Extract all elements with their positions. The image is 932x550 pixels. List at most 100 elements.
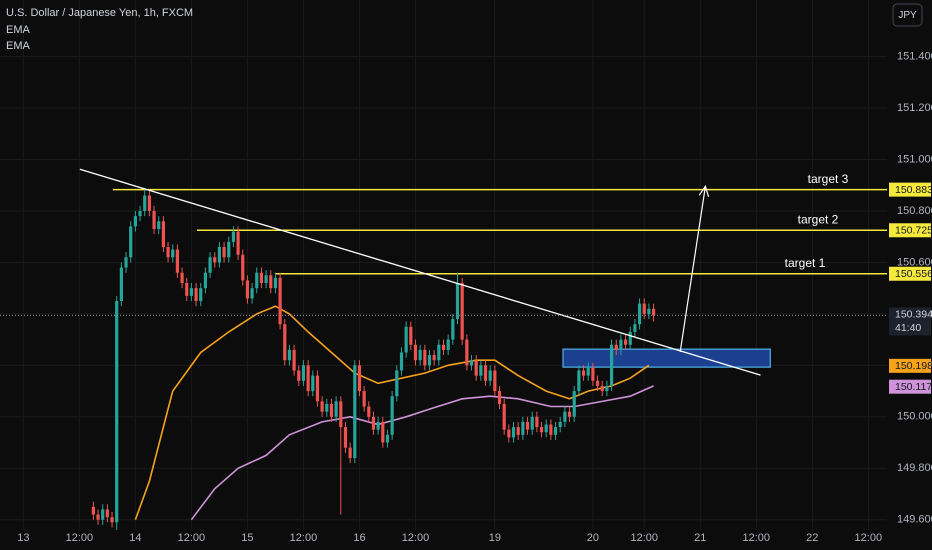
candle-body [203, 272, 208, 289]
last-price-label: 150.394 [895, 309, 932, 321]
candle-body [427, 355, 432, 366]
candle-body [493, 370, 497, 392]
candle-body [334, 401, 338, 417]
candle-body [213, 257, 217, 263]
candle-body [119, 267, 123, 302]
candle-body [381, 421, 385, 443]
candle-body [306, 365, 310, 392]
candle-body [465, 339, 469, 366]
y-tick-label: 150.800 [897, 205, 932, 217]
candle-body [497, 391, 502, 404]
candle-body [101, 509, 105, 520]
candle-body [619, 339, 623, 350]
candle-body [647, 308, 651, 314]
candle-body [390, 396, 394, 435]
candle-body [362, 391, 366, 407]
candle-body [133, 216, 137, 227]
candle-body [115, 301, 119, 523]
candle-body [222, 246, 226, 258]
candle-body [441, 344, 446, 350]
candle-body [511, 427, 516, 438]
candle-body [609, 344, 614, 386]
candle-body [353, 365, 357, 458]
candle-body [371, 416, 376, 430]
candle-body [147, 195, 151, 211]
candle-body [357, 365, 362, 392]
candle-body [577, 370, 581, 392]
candle-body [404, 326, 408, 353]
candle-body [581, 370, 586, 376]
candle-body [628, 331, 632, 345]
candle-body [525, 421, 530, 430]
target-label: target 1 [785, 256, 826, 270]
candle-body [166, 246, 170, 258]
y-tick-label: 151.000 [897, 153, 932, 165]
candle-body [348, 447, 352, 458]
candle-body [418, 349, 422, 361]
x-tick-label: 12:00 [630, 532, 658, 544]
currency-button[interactable] [892, 3, 923, 27]
arrow-shaft [679, 186, 706, 353]
y-tick-label: 151.400 [897, 51, 932, 63]
countdown-label: 41:40 [895, 322, 921, 334]
ema-badge-label: 150.198 [895, 360, 932, 372]
x-tick-label: 12:00 [855, 532, 883, 544]
candle-body [572, 391, 576, 417]
plot [0, 168, 887, 530]
candle-body [171, 249, 175, 258]
x-tick-label: 22 [806, 532, 818, 544]
candle-body [143, 195, 147, 211]
candle-body [278, 277, 282, 325]
candle-body [633, 324, 637, 332]
target-label: target 3 [808, 172, 849, 186]
ema-badge [889, 358, 931, 373]
candle-body [180, 272, 184, 284]
candle-body [245, 280, 250, 299]
candle-body [199, 288, 203, 302]
grid: target 3 target 2 target 1 [0, 0, 887, 530]
candle-body [530, 416, 534, 430]
candle-body [600, 385, 604, 392]
candle-body [138, 210, 142, 217]
candle-body [413, 344, 418, 361]
candle-body [110, 517, 114, 523]
candle-body [642, 303, 646, 314]
candle-body [474, 360, 478, 376]
candle-body [250, 288, 254, 299]
candle-body [651, 308, 656, 316]
ema-line [190, 385, 654, 521]
y-tick-label: 150.600 [897, 256, 932, 268]
candle-body [479, 365, 483, 376]
candle-body [152, 210, 156, 229]
x-tick-label: 12:00 [743, 532, 771, 544]
candle-body [637, 303, 642, 325]
price-badge [889, 223, 931, 238]
candle-body [460, 283, 464, 340]
candle-body [502, 403, 506, 430]
candle-body [217, 246, 222, 263]
target-label: target 2 [798, 212, 839, 226]
candle-body [451, 319, 455, 340]
candle-body [105, 509, 109, 518]
candle-body [157, 221, 161, 229]
candle-body [343, 427, 348, 448]
candle-body [446, 339, 450, 350]
candle-body [287, 349, 292, 361]
arrow-head [698, 184, 710, 197]
currency-label[interactable]: JPY [898, 10, 917, 21]
ema-badge-label: 150.117 [895, 381, 932, 393]
candle-body [432, 355, 436, 361]
candle-body [595, 380, 600, 386]
candle-body [563, 411, 567, 422]
candle-body [437, 344, 441, 361]
y-tick-label: 151.200 [897, 102, 932, 114]
candle-body [399, 352, 404, 371]
candle-body [549, 424, 553, 435]
candle-body [339, 401, 343, 428]
x-tick-label: 12:00 [402, 532, 430, 544]
candle-body [521, 421, 525, 435]
y-tick-label: 149.600 [897, 514, 932, 526]
